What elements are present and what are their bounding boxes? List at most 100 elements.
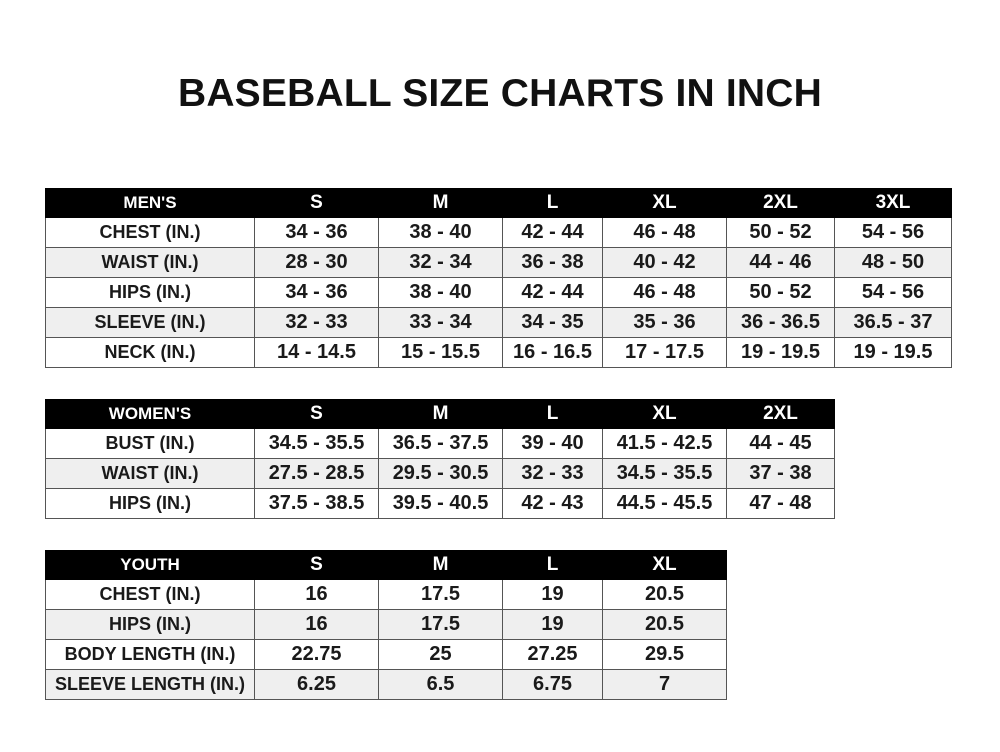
table-cell: 54 - 56 xyxy=(834,277,952,308)
row-label: WAIST (IN.) xyxy=(45,247,255,278)
table-cell: 37 - 38 xyxy=(726,458,835,489)
table-cell: 41.5 - 42.5 xyxy=(602,428,727,459)
table-cell: 32 - 33 xyxy=(254,307,379,338)
row-label: CHEST (IN.) xyxy=(45,579,255,610)
table-cell: 17.5 xyxy=(378,579,503,610)
table-cell: 32 - 34 xyxy=(378,247,503,278)
table-cell: 44.5 - 45.5 xyxy=(602,488,727,519)
table-cell: 34.5 - 35.5 xyxy=(254,428,379,459)
column-header: M xyxy=(378,550,503,580)
table-cell: 19 - 19.5 xyxy=(726,337,835,368)
mens-size-table: MEN'S S M L XL 2XL 3XL CHEST (IN.) 34 - 36 38 - 4… xyxy=(45,188,952,368)
column-header: L xyxy=(502,399,603,429)
table-row: HIPS (IN.) 34 - 36 38 - 40 42 - 44 46 - 48 50… xyxy=(45,277,952,308)
table-cell: 6.75 xyxy=(502,669,603,700)
table-cell: 36.5 - 37 xyxy=(834,307,952,338)
table-cell: 15 - 15.5 xyxy=(378,337,503,368)
table-cell: 46 - 48 xyxy=(602,277,727,308)
table-cell: 29.5 - 30.5 xyxy=(378,458,503,489)
column-header: 2XL xyxy=(726,399,835,429)
table-cell: 34 - 35 xyxy=(502,307,603,338)
column-header: S xyxy=(254,550,379,580)
row-label: HIPS (IN.) xyxy=(45,488,255,519)
column-header: 2XL xyxy=(726,188,835,218)
table-cell: 20.5 xyxy=(602,609,727,640)
table-cell: 38 - 40 xyxy=(378,277,503,308)
table-cell: 19 xyxy=(502,579,603,610)
table-cell: 33 - 34 xyxy=(378,307,503,338)
table-cell: 25 xyxy=(378,639,503,670)
column-header: WOMEN'S xyxy=(45,399,255,429)
table-cell: 27.5 - 28.5 xyxy=(254,458,379,489)
row-label: CHEST (IN.) xyxy=(45,217,255,248)
table-cell: 16 - 16.5 xyxy=(502,337,603,368)
table-cell: 29.5 xyxy=(602,639,727,670)
row-label: BODY LENGTH (IN.) xyxy=(45,639,255,670)
table-row: WAIST (IN.) 28 - 30 32 - 34 36 - 38 40 - 42 4… xyxy=(45,247,952,278)
table-cell: 19 xyxy=(502,609,603,640)
column-header: YOUTH xyxy=(45,550,255,580)
youth-size-table: YOUTH S M L XL CHEST (IN.) 16 17.5 19 20.5 HIPS (I… xyxy=(45,550,727,700)
table-cell: 46 - 48 xyxy=(602,217,727,248)
table-cell: 14 - 14.5 xyxy=(254,337,379,368)
table-row: BUST (IN.) 34.5 - 35.5 36.5 - 37.5 39 - 40 4… xyxy=(45,428,835,459)
table-cell: 50 - 52 xyxy=(726,277,835,308)
table-cell: 20.5 xyxy=(602,579,727,610)
table-cell: 6.5 xyxy=(378,669,503,700)
table-cell: 54 - 56 xyxy=(834,217,952,248)
row-label: SLEEVE (IN.) xyxy=(45,307,255,338)
table-cell: 39.5 - 40.5 xyxy=(378,488,503,519)
table-cell: 44 - 46 xyxy=(726,247,835,278)
table-cell: 35 - 36 xyxy=(602,307,727,338)
table-cell: 36.5 - 37.5 xyxy=(378,428,503,459)
row-label: HIPS (IN.) xyxy=(45,609,255,640)
table-cell: 16 xyxy=(254,609,379,640)
column-header: M xyxy=(378,188,503,218)
table-cell: 36 - 38 xyxy=(502,247,603,278)
table-cell: 28 - 30 xyxy=(254,247,379,278)
table-row: SLEEVE LENGTH (IN.) 6.25 6.5 6.75 7 xyxy=(45,669,727,700)
table-cell: 38 - 40 xyxy=(378,217,503,248)
column-header: XL xyxy=(602,550,727,580)
column-header: 3XL xyxy=(834,188,952,218)
table-cell: 6.25 xyxy=(254,669,379,700)
table-cell: 40 - 42 xyxy=(602,247,727,278)
table-cell: 34 - 36 xyxy=(254,217,379,248)
table-row: WAIST (IN.) 27.5 - 28.5 29.5 - 30.5 32 - 33… xyxy=(45,458,835,489)
table-cell: 42 - 43 xyxy=(502,488,603,519)
table-cell: 42 - 44 xyxy=(502,277,603,308)
womens-size-table: WOMEN'S S M L XL 2XL BUST (IN.) 34.5 - 35.5 36.5… xyxy=(45,399,835,519)
column-header: S xyxy=(254,188,379,218)
table-cell: 19 - 19.5 xyxy=(834,337,952,368)
column-header: L xyxy=(502,188,603,218)
table-row: CHEST (IN.) 34 - 36 38 - 40 42 - 44 46 - 48 5… xyxy=(45,217,952,248)
row-label: WAIST (IN.) xyxy=(45,458,255,489)
table-cell: 34.5 - 35.5 xyxy=(602,458,727,489)
table-cell: 17.5 xyxy=(378,609,503,640)
table-cell: 36 - 36.5 xyxy=(726,307,835,338)
column-header: M xyxy=(378,399,503,429)
table-row: BODY LENGTH (IN.) 22.75 25 27.25 29.5 xyxy=(45,639,727,670)
page-title: BASEBALL SIZE CHARTS IN INCH xyxy=(177,72,823,115)
column-header: MEN'S xyxy=(45,188,255,218)
column-header: L xyxy=(502,550,603,580)
table-cell: 7 xyxy=(602,669,727,700)
table-cell: 48 - 50 xyxy=(834,247,952,278)
table-cell: 47 - 48 xyxy=(726,488,835,519)
table-cell: 50 - 52 xyxy=(726,217,835,248)
table-cell: 32 - 33 xyxy=(502,458,603,489)
table-cell: 22.75 xyxy=(254,639,379,670)
column-header: S xyxy=(254,399,379,429)
table-cell: 44 - 45 xyxy=(726,428,835,459)
row-label: SLEEVE LENGTH (IN.) xyxy=(45,669,255,700)
header-row: YOUTH S M L XL xyxy=(45,550,727,580)
header-row: MEN'S S M L XL 2XL 3XL xyxy=(45,188,952,218)
column-header: XL xyxy=(602,399,727,429)
row-label: HIPS (IN.) xyxy=(45,277,255,308)
row-label: NECK (IN.) xyxy=(45,337,255,368)
table-row: CHEST (IN.) 16 17.5 19 20.5 xyxy=(45,579,727,610)
table-row: NECK (IN.) 14 - 14.5 15 - 15.5 16 - 16.5 17 … xyxy=(45,337,952,368)
table-row: HIPS (IN.) 16 17.5 19 20.5 xyxy=(45,609,727,640)
table-row: HIPS (IN.) 37.5 - 38.5 39.5 - 40.5 42 - 43 4… xyxy=(45,488,835,519)
table-cell: 42 - 44 xyxy=(502,217,603,248)
